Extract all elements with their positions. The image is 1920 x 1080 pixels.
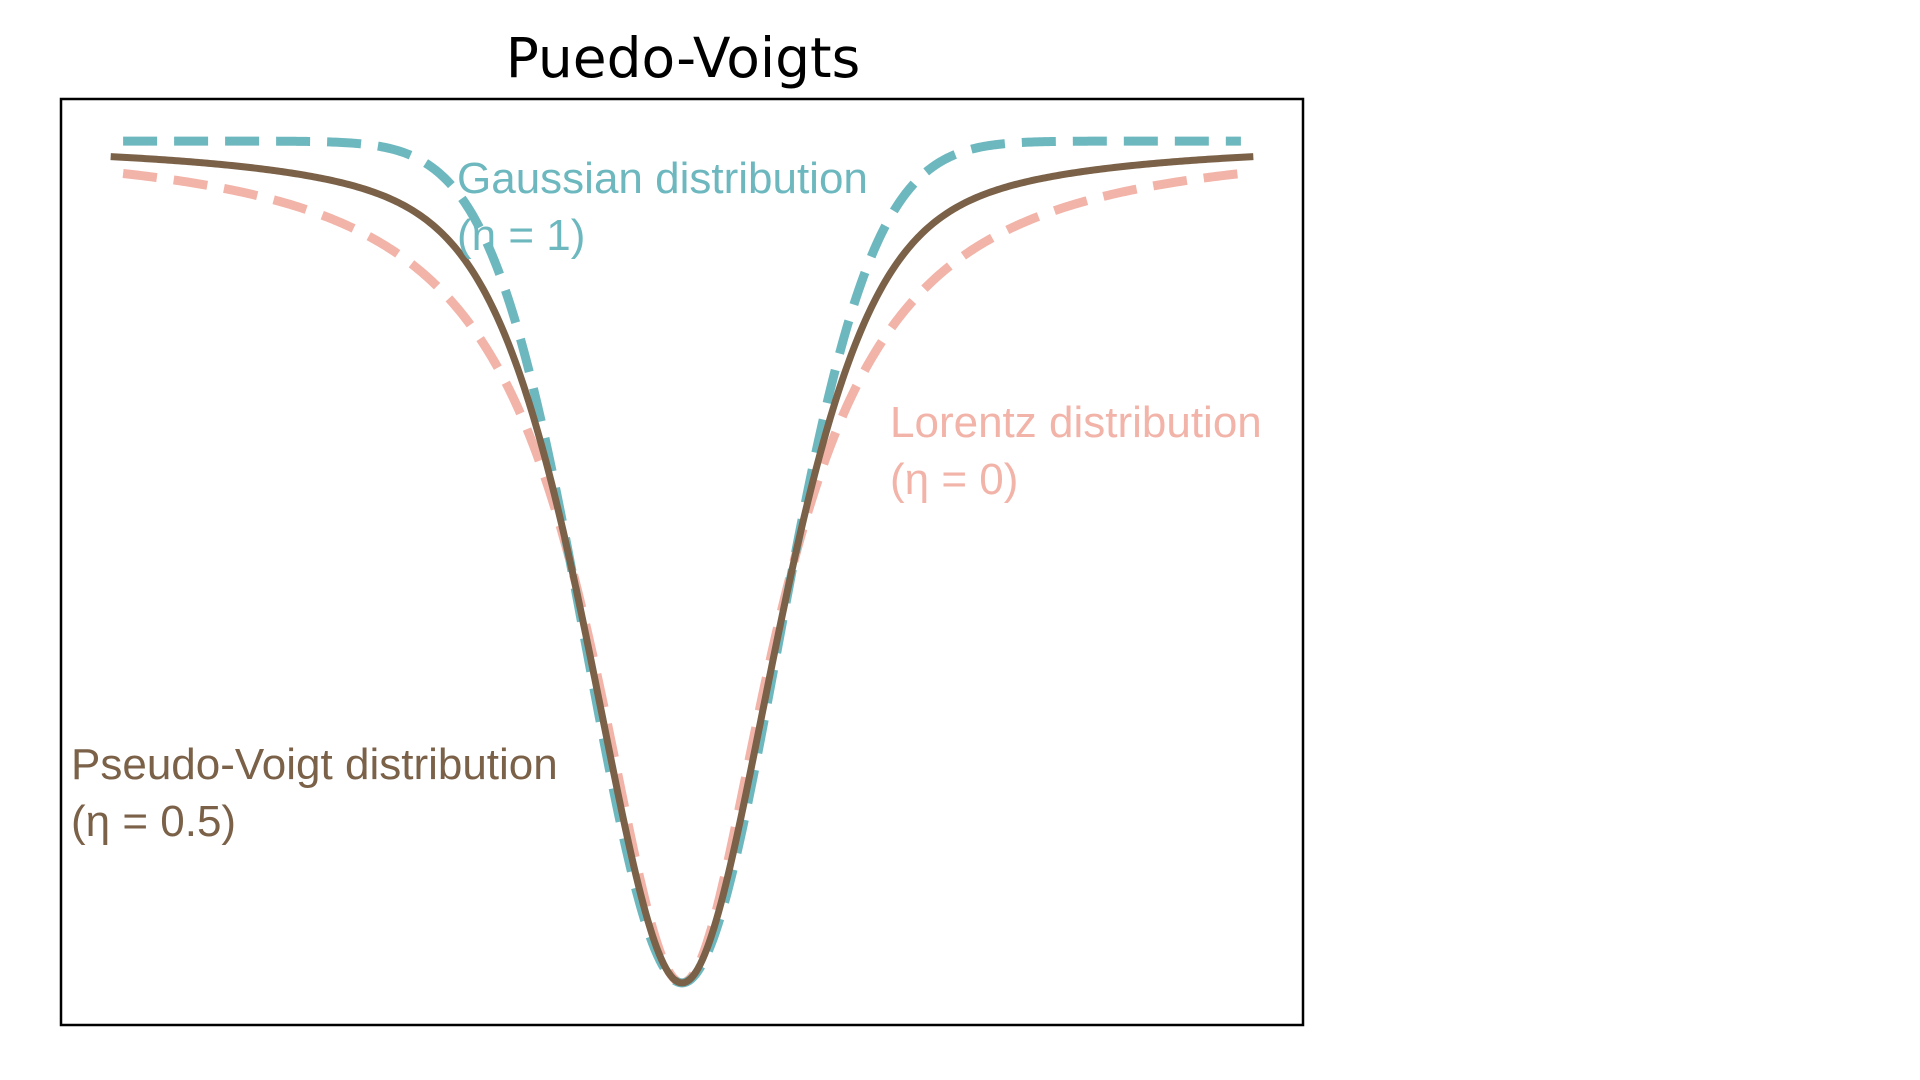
gaussian-eta-label: (η = 1) [457,211,585,260]
annotation-lorentz: Lorentz distribution (η = 0) [890,398,1262,504]
gaussian-label: Gaussian distribution [457,154,868,203]
plot-frame [59,97,1305,1027]
pseudo-voigt-label: Pseudo-Voigt distribution [71,740,558,789]
lorentz-eta-label: (η = 0) [890,455,1018,504]
gaussian-series-line [120,136,1244,988]
annotation-pseudo-voigt: Pseudo-Voigt distribution (η = 0.5) [71,740,558,846]
pseudo-voigt-eta-label: (η = 0.5) [71,797,236,846]
lorentz-series-line [120,168,1244,988]
chart-title: Puedo-Voigts [506,26,861,90]
lorentz-label: Lorentz distribution [890,398,1262,447]
pseudo-voigt-series-line [109,153,1255,987]
annotation-gaussian: Gaussian distribution (η = 1) [457,154,868,260]
plot-area [109,136,1255,988]
